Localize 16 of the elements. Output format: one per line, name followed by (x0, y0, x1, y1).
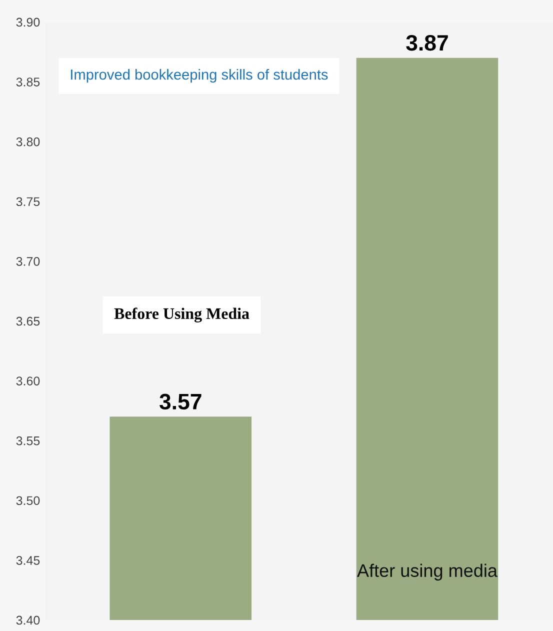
y-tick-label: 3.55 (16, 436, 40, 446)
y-tick-label: 3.40 (16, 616, 40, 625)
x-tick-label: Before Using Media (114, 308, 250, 322)
x-tick-label: After using media (357, 564, 498, 581)
y-tick-label: 3.75 (16, 197, 40, 206)
y-tick-label: 3.85 (16, 78, 40, 86)
y-tick-label: 3.50 (16, 496, 40, 506)
data-label: 3.87 (406, 34, 448, 51)
text: Improved bookkeeping skills of students (71, 69, 328, 83)
y-tick-label: 3.80 (16, 137, 40, 146)
y-tick-label: 3.65 (16, 316, 40, 326)
y-tick-label: 3.90 (16, 18, 40, 27)
y-tick-label: 3.45 (16, 556, 40, 565)
data-label: 3.57 (160, 394, 202, 410)
y-tick-label: 3.60 (16, 376, 40, 386)
y-tick-label: 3.70 (16, 257, 40, 266)
